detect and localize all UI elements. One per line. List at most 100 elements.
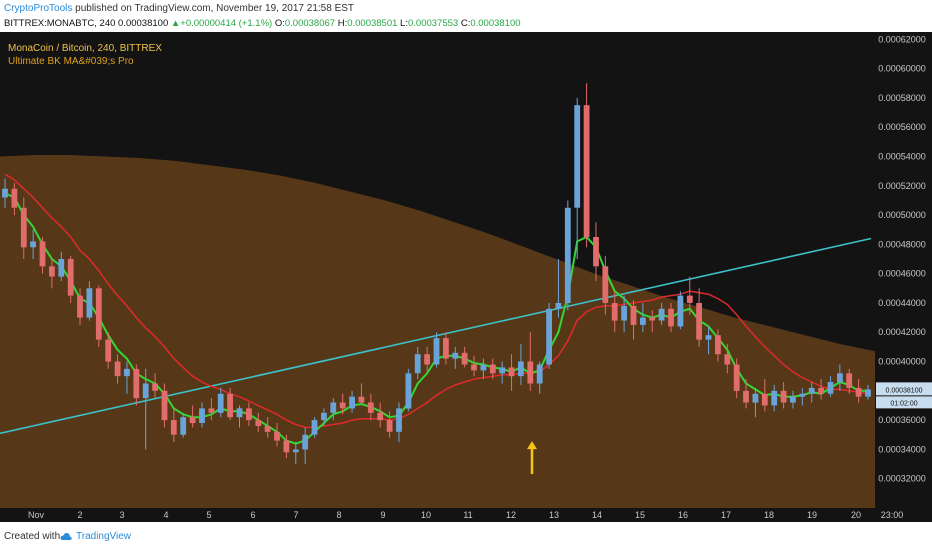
candle-body <box>274 431 280 441</box>
candle-body <box>386 420 393 432</box>
candle <box>658 302 665 325</box>
candle-body <box>480 364 487 371</box>
x-tick-label: 18 <box>764 510 774 520</box>
y-tick-label: 0.00050000 <box>878 210 926 220</box>
candle <box>58 251 65 281</box>
low-value: 0.00037553 <box>407 18 459 29</box>
candle <box>733 358 740 399</box>
candle <box>715 329 721 362</box>
candle <box>508 354 515 391</box>
candle <box>358 383 365 406</box>
candle <box>696 288 702 347</box>
x-tick-label: 23:00 <box>881 510 904 520</box>
candle <box>424 346 430 374</box>
candle-layer <box>2 83 871 475</box>
candle-body <box>555 303 562 309</box>
candle-body <box>837 373 843 383</box>
signal-arrow-icon <box>527 441 537 450</box>
slow-ma-line <box>4 173 869 429</box>
tradingview-link[interactable]: TradingView <box>76 531 132 542</box>
candle <box>564 200 571 311</box>
candle <box>780 382 787 409</box>
candle <box>743 379 749 409</box>
open-value: 0.00038067 <box>284 18 336 29</box>
candle-body <box>30 241 36 248</box>
chart-canvas[interactable]: 0.000320000.000340000.000360000.00038000… <box>0 32 932 522</box>
candle <box>489 358 496 380</box>
candle-body <box>283 440 290 453</box>
candle <box>499 361 506 384</box>
candle <box>142 368 149 450</box>
x-tick-label: 16 <box>678 510 688 520</box>
candle <box>527 332 534 391</box>
candle-body <box>790 396 796 403</box>
candle <box>555 259 562 318</box>
candle <box>677 291 684 330</box>
candle-body <box>640 317 646 325</box>
candle <box>461 346 468 368</box>
candle <box>67 256 74 303</box>
last-price-label: 0.00038100 <box>886 387 923 394</box>
candle-body <box>724 354 731 365</box>
candle <box>471 355 477 377</box>
candle <box>11 182 18 216</box>
candle <box>302 427 309 465</box>
candle <box>377 402 384 428</box>
candle-body <box>264 426 271 432</box>
candle <box>114 354 121 384</box>
price-axis-bg <box>875 32 932 522</box>
price-chart[interactable]: 0.000320000.000340000.000360000.00038000… <box>0 32 932 522</box>
publish-line: CryptoProTools published on TradingView.… <box>4 3 354 14</box>
candle <box>161 383 168 428</box>
y-tick-label: 0.00040000 <box>878 357 926 367</box>
x-tick-label: 13 <box>549 510 559 520</box>
candle-body <box>377 412 384 421</box>
created-with-text: Created with <box>4 531 61 542</box>
open-label: O: <box>274 18 285 29</box>
candle-body <box>124 368 130 377</box>
candle <box>339 393 346 415</box>
candle-body <box>330 402 337 413</box>
candle-body <box>114 361 121 377</box>
candle-body <box>818 387 824 394</box>
candle-body <box>86 288 93 318</box>
candle-body <box>733 364 740 391</box>
x-tick-label: 5 <box>206 510 211 520</box>
change-up-arrow-icon: ▲ <box>170 18 181 29</box>
candle-body <box>621 305 627 321</box>
candle <box>367 393 374 421</box>
candle <box>705 326 712 355</box>
candle-body <box>311 420 318 435</box>
candle <box>152 373 158 399</box>
author-link[interactable]: CryptoProTools <box>4 3 73 14</box>
candle-body <box>142 383 149 399</box>
candle-body <box>20 207 27 248</box>
time-axis-bg <box>0 508 932 522</box>
candle-body <box>527 361 534 384</box>
candle-body <box>649 317 656 321</box>
candle <box>414 346 421 380</box>
candle <box>386 411 393 438</box>
candle <box>433 332 440 368</box>
x-tick-label: 7 <box>293 510 298 520</box>
y-tick-label: 0.00042000 <box>878 327 926 337</box>
x-tick-label: 6 <box>250 510 255 520</box>
x-tick-label: 2 <box>77 510 82 520</box>
y-tick-label: 0.00058000 <box>878 93 926 103</box>
candle-body <box>105 339 112 362</box>
candle-body <box>405 373 412 409</box>
candle-body <box>292 449 299 453</box>
candle <box>583 83 590 248</box>
candle-body <box>152 383 158 391</box>
legend-indicator: Ultimate BK MA&#039;s Pro <box>8 56 134 67</box>
candle <box>761 379 768 412</box>
candle <box>292 442 299 465</box>
candle <box>593 222 599 281</box>
candle <box>752 387 759 418</box>
candle <box>452 346 459 369</box>
candle-body <box>349 396 355 409</box>
candle-body <box>95 288 102 340</box>
candle <box>837 364 843 391</box>
candle-body <box>67 259 74 296</box>
publish-header: CryptoProTools published on TradingView.… <box>0 0 932 32</box>
